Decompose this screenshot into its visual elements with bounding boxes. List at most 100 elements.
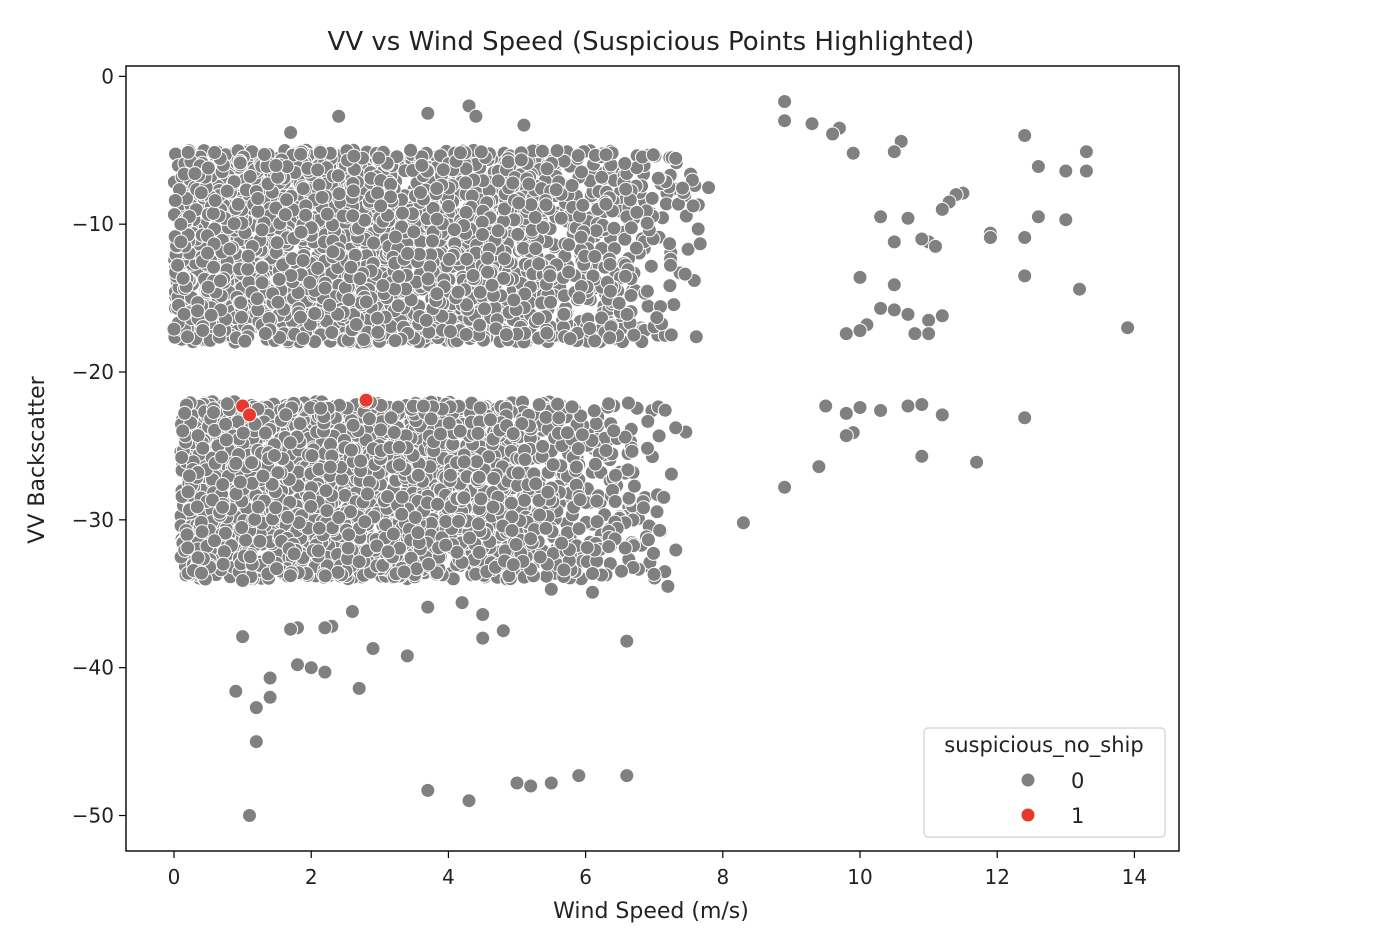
point-series-0 (471, 469, 487, 485)
point-series-0 (559, 425, 575, 441)
point-series-0 (545, 457, 561, 473)
point-series-0 (573, 229, 589, 245)
point-series-0 (692, 236, 708, 252)
point-series-0 (618, 181, 634, 197)
point-series-0 (311, 520, 327, 536)
point-series-0 (187, 166, 203, 182)
point-series-0 (352, 271, 368, 287)
point-series-0 (587, 456, 603, 472)
point-series-0 (206, 259, 222, 275)
point-series-0 (293, 224, 309, 240)
point-series-0 (477, 301, 492, 317)
point-series-0 (510, 226, 526, 242)
point-series-0 (167, 193, 183, 208)
point-series-0 (319, 503, 335, 519)
point-series-0 (588, 223, 604, 239)
point-series-0 (341, 527, 357, 543)
point-series-0 (574, 164, 589, 180)
point-series-0 (391, 439, 407, 455)
point-series-0 (640, 440, 655, 456)
point-series-0 (443, 467, 458, 483)
point-series-0 (582, 321, 598, 336)
point-series-0 (456, 454, 472, 470)
point-series-0 (179, 527, 195, 543)
point-series-0 (310, 162, 326, 178)
point-series-0 (540, 484, 556, 500)
point-series-0 (570, 148, 586, 164)
point-series-0 (572, 492, 588, 508)
point-series-0 (480, 264, 496, 280)
point-series-0 (475, 227, 490, 242)
point-series-0 (490, 223, 506, 239)
point-series-0 (587, 249, 603, 264)
point-series-0 (205, 205, 221, 221)
point-series-0 (503, 495, 519, 511)
point-series-0 (539, 161, 555, 177)
point-series-0 (458, 175, 474, 191)
point-series-0 (521, 176, 537, 192)
point-series-0 (534, 143, 550, 159)
point-series-0 (247, 511, 263, 527)
point-series-0 (530, 311, 546, 327)
point-series-0 (550, 396, 566, 412)
point-series-0 (307, 306, 323, 321)
point-series-0 (240, 248, 256, 264)
point-series-0 (324, 325, 340, 340)
point-series-0 (395, 205, 410, 221)
point-series-0 (331, 186, 347, 202)
point-series-0 (373, 422, 389, 438)
point-series-0 (420, 271, 436, 287)
point-series-0 (414, 157, 430, 173)
point-series-0 (619, 306, 635, 322)
point-series-0 (257, 425, 273, 441)
point-series-0 (585, 566, 600, 581)
point-series-0 (538, 409, 554, 425)
point-series-0 (570, 441, 586, 457)
point-series-0 (330, 168, 346, 184)
point-series-0 (195, 440, 211, 456)
point-series-0 (465, 268, 481, 283)
point-series-0 (218, 432, 234, 448)
point-series-0 (317, 568, 333, 584)
point-series-0 (181, 468, 197, 484)
point-series-0 (380, 489, 395, 505)
point-series-0 (652, 522, 668, 538)
point-series-0 (517, 452, 533, 468)
point-series-0 (407, 510, 423, 525)
point-series-0 (602, 330, 618, 346)
point-series-0 (511, 195, 527, 211)
point-series-0 (346, 148, 362, 164)
point-series-0 (438, 514, 454, 529)
point-series-0 (484, 277, 500, 293)
point-series-0 (646, 566, 662, 582)
point-series-0 (386, 425, 402, 440)
point-series-0 (657, 402, 673, 418)
point-series-0 (438, 537, 454, 553)
point-series-0 (656, 489, 672, 505)
point-series-0 (345, 183, 361, 199)
point-series-0 (458, 205, 474, 220)
point-series-0 (170, 257, 186, 273)
point-series-0 (508, 537, 524, 552)
point-series-0 (232, 155, 248, 171)
point-series-0 (644, 190, 660, 206)
point-series-0 (571, 290, 587, 306)
point-series-0 (215, 556, 231, 572)
point-series-0 (542, 268, 558, 284)
point-series-0 (668, 150, 684, 166)
point-series-0 (651, 428, 667, 444)
point-series-0 (410, 525, 426, 541)
point-series-0 (415, 398, 431, 414)
point-series-0 (571, 521, 587, 537)
point-series-0 (690, 221, 706, 237)
point-series-0 (450, 284, 466, 300)
point-series-0 (254, 222, 270, 238)
point-series-0 (234, 309, 249, 325)
point-series-0 (360, 486, 375, 502)
point-series-0 (548, 182, 564, 198)
point-series-0 (425, 233, 440, 249)
point-series-0 (385, 526, 401, 542)
point-series-0 (207, 145, 223, 160)
point-series-0 (538, 520, 554, 536)
point-series-0 (500, 154, 516, 170)
